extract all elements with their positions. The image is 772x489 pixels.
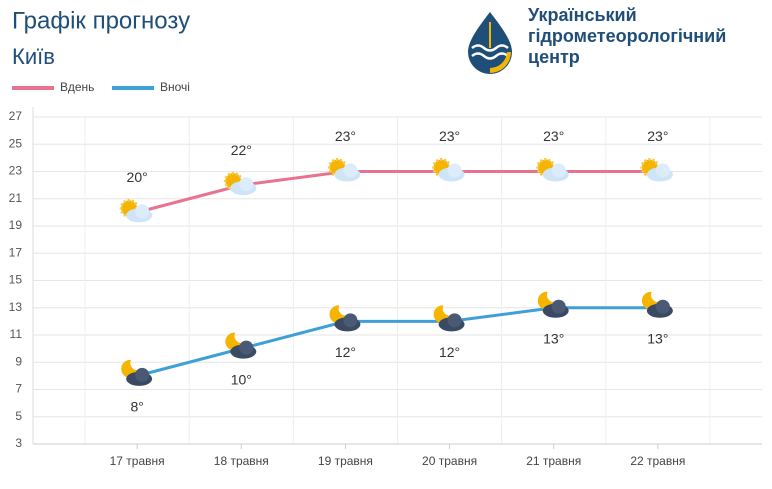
x-tick-label: 18 травня [214,454,269,468]
weather-icon [225,332,257,359]
data-label: 20° [127,169,148,185]
data-label: 22° [231,142,252,158]
series-line [136,306,658,378]
data-label: 23° [543,128,564,144]
data-label: 12° [439,344,460,360]
y-tick-label: 19 [9,218,23,232]
cloud [655,299,670,314]
y-tick-label: 27 [9,109,23,123]
weather-icon [641,291,673,318]
logo-text: Український [528,5,637,25]
y-tick-label: 13 [9,300,23,314]
y-tick-label: 15 [9,273,23,287]
y-tick-label: 17 [9,245,23,259]
data-label: 13° [543,330,564,346]
x-tick-label: 20 травня [422,454,477,468]
weather-icon [537,291,569,318]
y-tick-label: 9 [15,354,22,368]
data-label: 10° [231,371,252,387]
weather-icon [119,198,153,223]
y-tick-label: 23 [9,164,23,178]
weather-icon [433,305,465,332]
weather-icon [432,158,465,182]
cloud [343,313,358,328]
cloud [447,313,462,328]
legend-label: Вдень [60,80,94,94]
cloud [135,367,150,382]
chart-subtitle: Київ [12,44,55,69]
weather-icon [640,158,673,182]
y-tick-label: 21 [9,191,23,205]
legend-label: Вночі [160,80,190,94]
y-tick-label: 11 [10,327,23,341]
data-label: 23° [647,128,668,144]
cloud [239,340,254,355]
weather-icon [327,158,361,182]
cloud [655,163,670,178]
logo-text: гідрометеорологічний [528,26,726,46]
logo-text: центр [528,47,580,67]
logo-icon [468,12,512,74]
cloud [343,163,358,178]
x-tick-label: 17 травня [110,454,165,468]
x-tick-label: 22 травня [630,454,685,468]
y-tick-label: 5 [15,409,22,423]
data-label: 13° [647,330,668,346]
data-label: 23° [439,128,460,144]
cloud [551,163,566,178]
series-line [136,170,658,214]
data-label: 12° [335,344,356,360]
weather-icon [223,171,257,196]
cloud [551,299,566,314]
cloud [447,163,462,178]
cloud [239,177,254,192]
x-tick-label: 19 травня [318,454,373,468]
y-tick-label: 25 [9,136,23,150]
cloud [135,204,150,219]
data-label: 8° [130,399,143,415]
x-tick-label: 21 травня [526,454,581,468]
chart-title: Графік прогнозу [12,7,190,34]
weather-icon [329,305,361,332]
y-tick-label: 7 [15,382,22,396]
data-label: 23° [335,128,356,144]
weather-icon [121,359,153,386]
weather-icon [536,158,569,182]
y-tick-label: 3 [15,436,22,450]
